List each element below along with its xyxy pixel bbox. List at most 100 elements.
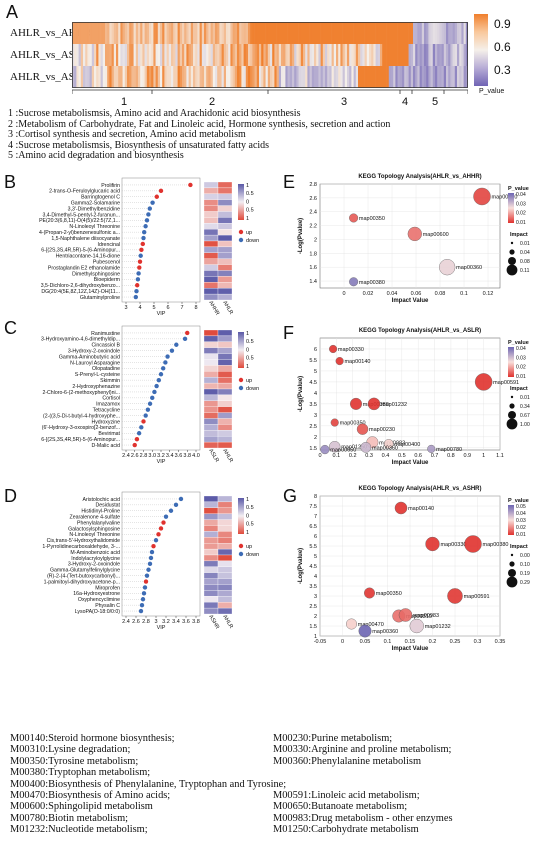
heatmap-cell xyxy=(203,240,219,248)
y-tick-label: 3.5 xyxy=(309,584,317,590)
heatmap-cell xyxy=(217,353,233,360)
heatmap-cell xyxy=(107,44,110,66)
heatmap-cell xyxy=(135,22,139,44)
heatmap-cell xyxy=(237,66,240,88)
heatmap-cell xyxy=(267,44,271,66)
heatmap-cell xyxy=(391,22,394,44)
heatmap-cell xyxy=(366,22,370,44)
heatmap-cell xyxy=(223,22,227,44)
heatmap-cell xyxy=(179,22,183,44)
heatmap-cell xyxy=(283,22,286,44)
heatmap-cell xyxy=(166,66,170,88)
heatmap-cell xyxy=(217,246,233,253)
heatmap-cell xyxy=(250,44,253,66)
metabolite-label: N-Linoleoyl Threonine xyxy=(69,224,120,230)
heatmap-cell xyxy=(203,282,219,289)
impact-legend-dot xyxy=(509,403,515,409)
heatmap-cell xyxy=(452,66,456,88)
x-tick-label: 3.4 xyxy=(166,453,174,459)
heatmap-cell xyxy=(342,22,346,44)
heatmap-cell xyxy=(129,66,132,88)
heatmap-cell xyxy=(217,187,233,194)
heatmap-cell xyxy=(127,22,130,44)
heatmap-cell xyxy=(256,44,260,66)
metabolite-label: N-Linoleoyl Threonine xyxy=(69,532,120,538)
heatmap-cell xyxy=(342,66,346,88)
heatmap-cell xyxy=(432,22,436,44)
heatmap-cell xyxy=(116,44,119,66)
metabolite-label: Oxyphencyclimine xyxy=(78,597,120,603)
heatmap-column-label: AHLR xyxy=(221,300,234,316)
metabolite-label: PE(20:3(6,8,11)-O(4(5)/22:5(7Z,1... xyxy=(39,218,120,224)
heatmap-cell xyxy=(289,44,293,66)
heatmap-cell xyxy=(296,44,299,66)
heatmap-cell xyxy=(305,22,308,44)
heatmap-cell xyxy=(371,22,374,44)
vip-point xyxy=(143,224,148,229)
heatmap-cell xyxy=(215,66,218,88)
heatmap-cell xyxy=(265,66,269,88)
heatmap-cell xyxy=(349,44,352,66)
metabolite-label: S-Prenyl-L-cysteine xyxy=(75,372,120,378)
panel-b-letter: B xyxy=(4,172,17,192)
metabolite-label: 1-Pyrrolidinecarboxaldehyde, 3-... xyxy=(42,544,120,550)
heatmap-cell xyxy=(203,382,219,390)
heatmap-cell xyxy=(113,44,117,66)
heatmap-cell xyxy=(287,66,291,88)
metabolite-label: Cortisol xyxy=(102,396,120,402)
colorbar-tick: 0.9 xyxy=(494,17,511,31)
metabolite-label: Gamma-Aminobutyric acid xyxy=(59,354,120,360)
heatmap-cell xyxy=(265,44,269,66)
heatmap-cell xyxy=(203,205,219,212)
panel-g-chart: KEGG Topology Analysis(AHLR_vs_ASHR) 1 1.5… xyxy=(298,486,530,652)
heatmap-cell xyxy=(160,44,163,66)
metabolite-label: Gamma2-Solamarine xyxy=(71,200,120,206)
impact-legend-dot xyxy=(506,576,518,588)
panel-f-chart: KEGG Topology Analysis(AHLR_vs_ASLR) 1.5 2… xyxy=(298,328,530,466)
heatmap-cell xyxy=(203,181,219,189)
heatmap-cell xyxy=(435,66,438,88)
heatmap-cell xyxy=(426,66,429,88)
x-tick-label: 0.04 xyxy=(387,291,398,297)
x-tick-label: 0.15 xyxy=(405,639,416,645)
heatmap-cell xyxy=(410,44,414,66)
heatmap-cell xyxy=(182,44,185,66)
heatmap-cell xyxy=(138,22,141,44)
heatmap-cell xyxy=(228,66,231,88)
heatmap-cell xyxy=(454,66,458,88)
heatmap-cell xyxy=(199,44,203,66)
pathway-bubble xyxy=(425,536,440,552)
heatmap-cell xyxy=(430,66,434,88)
heatmap-cell xyxy=(184,66,187,88)
pathway-label: map00360 xyxy=(456,265,482,271)
y-tick-label: 2.2 xyxy=(309,224,317,230)
heatmap-cell xyxy=(105,66,108,88)
heatmap-cell xyxy=(217,554,233,562)
impact-legend-dot xyxy=(508,257,516,265)
heatmap-cell xyxy=(203,359,219,366)
heatmap-cell xyxy=(124,44,128,66)
pathway-bubble xyxy=(464,535,482,553)
heatmap-cell xyxy=(333,22,337,44)
heatmap-cell xyxy=(421,22,425,44)
heatmap-cell xyxy=(83,66,86,88)
pathway-bubble xyxy=(427,444,436,453)
map-legend-left: M00140:Steroid hormone biosynthesis; xyxy=(10,733,175,744)
heatmap-cell xyxy=(91,44,95,66)
heatmap-cell xyxy=(307,22,310,44)
heatmap-cell xyxy=(430,44,434,66)
heatmap-cell xyxy=(166,22,170,44)
impact-title: Impact xyxy=(510,544,528,550)
metabolite-label: DG(20:4(5E,8Z,12Z,14Z)-OH(11... xyxy=(41,289,120,295)
cluster-legend-item: 4 :Sucrose metabolismsis, Biosynthesis o… xyxy=(8,139,270,151)
x-tick-label: 3.8 xyxy=(192,619,200,625)
heatmap-cell xyxy=(256,22,260,44)
cluster-number: 4 xyxy=(402,96,408,108)
heatmap-cell xyxy=(193,44,196,66)
heatmap-cell xyxy=(155,22,159,44)
x-tick-label: 0.25 xyxy=(450,639,461,645)
colorbar-tick: 0.04 xyxy=(516,192,526,198)
heatmap-cell xyxy=(203,199,219,206)
heatmap-cell xyxy=(223,44,227,66)
heatmap-cell xyxy=(203,406,219,413)
